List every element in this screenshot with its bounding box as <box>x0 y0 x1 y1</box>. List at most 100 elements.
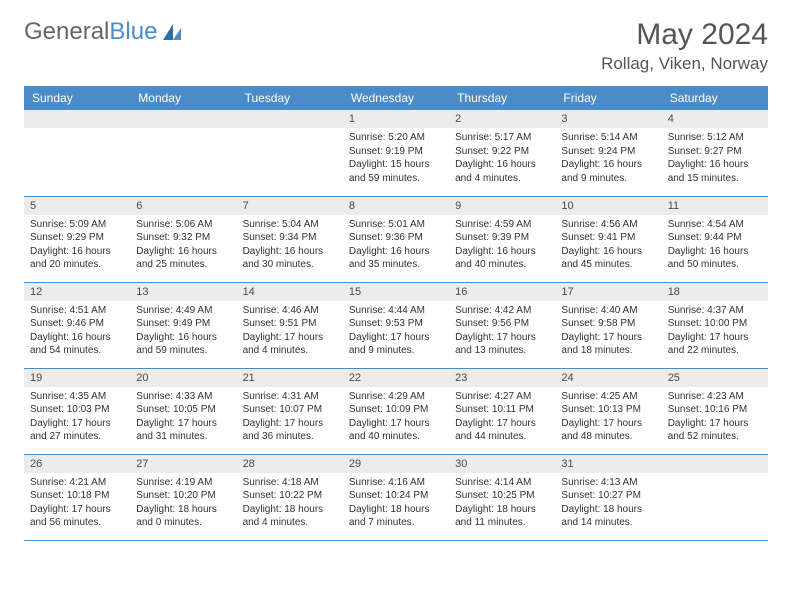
sail-icon <box>161 22 183 42</box>
sunrise-line: Sunrise: 4:14 AM <box>455 476 549 490</box>
day-number: 23 <box>449 369 555 387</box>
sunrise-line: Sunrise: 5:20 AM <box>349 131 443 145</box>
sunrise-line: Sunrise: 4:56 AM <box>561 218 655 232</box>
calendar-cell: 29Sunrise: 4:16 AMSunset: 10:24 PMDaylig… <box>343 454 449 540</box>
day-details: Sunrise: 5:01 AMSunset: 9:36 PMDaylight:… <box>343 215 449 276</box>
calendar-cell: 11Sunrise: 4:54 AMSunset: 9:44 PMDayligh… <box>662 196 768 282</box>
day-number: 24 <box>555 369 661 387</box>
day-number: 30 <box>449 455 555 473</box>
day-details: Sunrise: 4:40 AMSunset: 9:58 PMDaylight:… <box>555 301 661 362</box>
sunrise-line: Sunrise: 4:51 AM <box>30 304 124 318</box>
day-details: Sunrise: 4:31 AMSunset: 10:07 PMDaylight… <box>237 387 343 448</box>
calendar-cell: 18Sunrise: 4:37 AMSunset: 10:00 PMDaylig… <box>662 282 768 368</box>
day-details: Sunrise: 4:16 AMSunset: 10:24 PMDaylight… <box>343 473 449 534</box>
daylight-line: Daylight: 17 hours and 27 minutes. <box>30 417 124 444</box>
day-details: Sunrise: 4:35 AMSunset: 10:03 PMDaylight… <box>24 387 130 448</box>
sunset-line: Sunset: 9:19 PM <box>349 145 443 159</box>
calendar-head: SundayMondayTuesdayWednesdayThursdayFrid… <box>24 86 768 110</box>
calendar-cell: 25Sunrise: 4:23 AMSunset: 10:16 PMDaylig… <box>662 368 768 454</box>
day-number: 21 <box>237 369 343 387</box>
month-title: May 2024 <box>601 18 768 52</box>
day-number: 22 <box>343 369 449 387</box>
sunrise-line: Sunrise: 4:23 AM <box>668 390 762 404</box>
calendar-cell: 31Sunrise: 4:13 AMSunset: 10:27 PMDaylig… <box>555 454 661 540</box>
calendar-row: 12Sunrise: 4:51 AMSunset: 9:46 PMDayligh… <box>24 282 768 368</box>
day-details: Sunrise: 5:12 AMSunset: 9:27 PMDaylight:… <box>662 128 768 189</box>
day-number: 13 <box>130 283 236 301</box>
sunrise-line: Sunrise: 4:44 AM <box>349 304 443 318</box>
sunset-line: Sunset: 9:39 PM <box>455 231 549 245</box>
daylight-line: Daylight: 17 hours and 31 minutes. <box>136 417 230 444</box>
daylight-line: Daylight: 17 hours and 52 minutes. <box>668 417 762 444</box>
day-number: 14 <box>237 283 343 301</box>
calendar-cell: 27Sunrise: 4:19 AMSunset: 10:20 PMDaylig… <box>130 454 236 540</box>
calendar-table: SundayMondayTuesdayWednesdayThursdayFrid… <box>24 86 768 541</box>
sunrise-line: Sunrise: 4:37 AM <box>668 304 762 318</box>
calendar-cell: 17Sunrise: 4:40 AMSunset: 9:58 PMDayligh… <box>555 282 661 368</box>
day-details: Sunrise: 5:06 AMSunset: 9:32 PMDaylight:… <box>130 215 236 276</box>
empty-daynum-bar <box>24 110 130 128</box>
empty-daynum-bar <box>237 110 343 128</box>
daylight-line: Daylight: 15 hours and 59 minutes. <box>349 158 443 185</box>
sunset-line: Sunset: 10:11 PM <box>455 403 549 417</box>
daylight-line: Daylight: 16 hours and 20 minutes. <box>30 245 124 272</box>
calendar-cell: 15Sunrise: 4:44 AMSunset: 9:53 PMDayligh… <box>343 282 449 368</box>
sunset-line: Sunset: 10:03 PM <box>30 403 124 417</box>
calendar-cell <box>237 110 343 196</box>
calendar-cell: 24Sunrise: 4:25 AMSunset: 10:13 PMDaylig… <box>555 368 661 454</box>
calendar-cell: 6Sunrise: 5:06 AMSunset: 9:32 PMDaylight… <box>130 196 236 282</box>
calendar-cell: 12 Sunrise: 4:51 AMSunset: 9:46 PMDayligh… <box>24 282 130 368</box>
day-details: Sunrise: 5:17 AMSunset: 9:22 PMDaylight:… <box>449 128 555 189</box>
sunset-line: Sunset: 9:53 PM <box>349 317 443 331</box>
day-details: Sunrise: 4:46 AMSunset: 9:51 PMDaylight:… <box>237 301 343 362</box>
day-details: Sunrise: 4:56 AMSunset: 9:41 PMDaylight:… <box>555 215 661 276</box>
day-details: Sunrise: 4:27 AMSunset: 10:11 PMDaylight… <box>449 387 555 448</box>
sunrise-line: Sunrise: 4:42 AM <box>455 304 549 318</box>
day-number: 18 <box>662 283 768 301</box>
sunset-line: Sunset: 10:13 PM <box>561 403 655 417</box>
calendar-cell <box>24 110 130 196</box>
calendar-cell: 23Sunrise: 4:27 AMSunset: 10:11 PMDaylig… <box>449 368 555 454</box>
daylight-line: Daylight: 17 hours and 13 minutes. <box>455 331 549 358</box>
sunrise-line: Sunrise: 5:12 AM <box>668 131 762 145</box>
calendar-row: 19Sunrise: 4:35 AMSunset: 10:03 PMDaylig… <box>24 368 768 454</box>
calendar-cell: 19Sunrise: 4:35 AMSunset: 10:03 PMDaylig… <box>24 368 130 454</box>
page-header: GeneralBlue May 2024 Rollag, Viken, Norw… <box>24 18 768 74</box>
calendar-cell <box>662 454 768 540</box>
sunrise-line: Sunrise: 4:18 AM <box>243 476 337 490</box>
calendar-cell: 4Sunrise: 5:12 AMSunset: 9:27 PMDaylight… <box>662 110 768 196</box>
sunset-line: Sunset: 10:05 PM <box>136 403 230 417</box>
weekday-header: Wednesday <box>343 86 449 110</box>
day-details: Sunrise: 4:59 AMSunset: 9:39 PMDaylight:… <box>449 215 555 276</box>
empty-daynum-bar <box>130 110 236 128</box>
sunset-line: Sunset: 9:46 PM <box>30 317 124 331</box>
title-block: May 2024 Rollag, Viken, Norway <box>601 18 768 74</box>
day-details: Sunrise: 4:21 AMSunset: 10:18 PMDaylight… <box>24 473 130 534</box>
day-details: Sunrise: 5:04 AMSunset: 9:34 PMDaylight:… <box>237 215 343 276</box>
calendar-body: 1Sunrise: 5:20 AMSunset: 9:19 PMDaylight… <box>24 110 768 540</box>
daylight-line: Daylight: 16 hours and 35 minutes. <box>349 245 443 272</box>
daylight-line: Daylight: 18 hours and 7 minutes. <box>349 503 443 530</box>
sunset-line: Sunset: 9:41 PM <box>561 231 655 245</box>
calendar-cell: 10Sunrise: 4:56 AMSunset: 9:41 PMDayligh… <box>555 196 661 282</box>
day-details: Sunrise: 4:33 AMSunset: 10:05 PMDaylight… <box>130 387 236 448</box>
daylight-line: Daylight: 16 hours and 40 minutes. <box>455 245 549 272</box>
sunrise-line: Sunrise: 5:17 AM <box>455 131 549 145</box>
calendar-cell: 28Sunrise: 4:18 AMSunset: 10:22 PMDaylig… <box>237 454 343 540</box>
sunset-line: Sunset: 9:44 PM <box>668 231 762 245</box>
day-number: 12 <box>24 283 130 301</box>
calendar-cell: 2Sunrise: 5:17 AMSunset: 9:22 PMDaylight… <box>449 110 555 196</box>
daylight-line: Daylight: 16 hours and 54 minutes. <box>30 331 124 358</box>
calendar-cell: 26Sunrise: 4:21 AMSunset: 10:18 PMDaylig… <box>24 454 130 540</box>
brand-part1: General <box>24 18 109 46</box>
calendar-cell: 21Sunrise: 4:31 AMSunset: 10:07 PMDaylig… <box>237 368 343 454</box>
sunrise-line: Sunrise: 4:27 AM <box>455 390 549 404</box>
sunrise-line: Sunrise: 5:14 AM <box>561 131 655 145</box>
daylight-line: Daylight: 18 hours and 4 minutes. <box>243 503 337 530</box>
calendar-cell: 7Sunrise: 5:04 AMSunset: 9:34 PMDaylight… <box>237 196 343 282</box>
day-details: Sunrise: 5:09 AMSunset: 9:29 PMDaylight:… <box>24 215 130 276</box>
sunset-line: Sunset: 10:24 PM <box>349 489 443 503</box>
calendar-cell: 9Sunrise: 4:59 AMSunset: 9:39 PMDaylight… <box>449 196 555 282</box>
day-number: 16 <box>449 283 555 301</box>
day-number: 19 <box>24 369 130 387</box>
